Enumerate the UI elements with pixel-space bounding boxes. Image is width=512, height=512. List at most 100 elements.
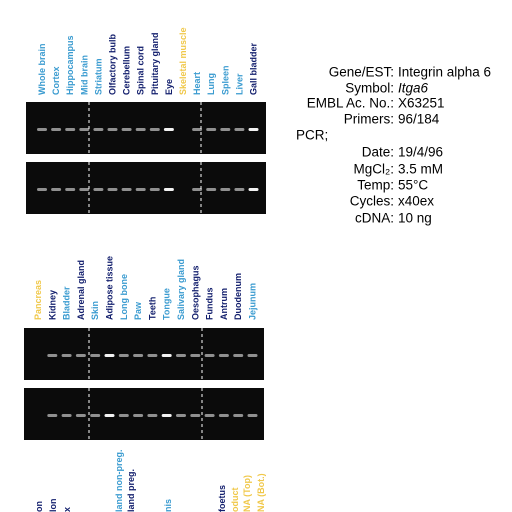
- lane-label: Oesophagus: [190, 265, 200, 320]
- band: [234, 188, 245, 191]
- band: [37, 188, 47, 191]
- lane-label: NA (Top): [242, 475, 252, 512]
- gel: [24, 388, 264, 440]
- lane-label: Pituitary gland: [150, 32, 160, 95]
- band: [247, 414, 258, 417]
- band: [220, 188, 231, 191]
- lane-label: Eye: [164, 79, 174, 95]
- info-label: EMBL Ac. No.:: [307, 96, 394, 111]
- lane-label: Mid brain: [79, 55, 89, 95]
- lane-label: Lung: [206, 73, 216, 95]
- info-label: Symbol:: [345, 81, 394, 96]
- band: [247, 354, 258, 357]
- lane-label: Tongue: [162, 288, 172, 320]
- lane-label: Cortex: [51, 66, 61, 95]
- band: [47, 414, 58, 417]
- lane-label: NA (Bot.): [256, 473, 266, 512]
- band: [51, 188, 62, 191]
- info-label: Cycles:: [350, 194, 394, 209]
- band: [65, 128, 76, 131]
- band: [135, 188, 146, 191]
- lane-label: Salivary gland: [176, 259, 186, 320]
- band: [79, 188, 90, 191]
- gel: [26, 102, 266, 154]
- band: [206, 188, 217, 191]
- info-value: x40ex: [398, 194, 434, 209]
- lane-label: Skin: [90, 301, 100, 320]
- band: [204, 354, 215, 357]
- info-label: Date:: [362, 145, 394, 160]
- lane-label: Paw: [133, 301, 143, 320]
- info-value: 10 ng: [398, 211, 432, 226]
- band: [163, 128, 174, 131]
- lane-label: on: [34, 501, 44, 512]
- band: [234, 128, 245, 131]
- lane-label: Adrenal gland: [76, 260, 86, 320]
- lane-label: Bladder: [62, 286, 72, 320]
- band: [190, 354, 201, 357]
- band: [163, 188, 174, 191]
- band: [104, 354, 115, 357]
- band: [176, 414, 186, 417]
- lane-label: lon: [48, 499, 58, 512]
- band: [248, 128, 259, 131]
- lane-label: Jejunum: [248, 283, 258, 320]
- lane-label: Whole brain: [37, 44, 47, 96]
- lane-label: Heart: [192, 72, 202, 95]
- band: [161, 414, 172, 417]
- band: [118, 354, 129, 357]
- lane-label: foetus: [217, 485, 227, 512]
- lane-label: Duodenum: [233, 273, 243, 320]
- band: [75, 354, 86, 357]
- info-value: 96/184: [398, 112, 440, 127]
- band: [93, 188, 104, 191]
- band: [149, 188, 160, 191]
- lane-label: Liver: [234, 73, 244, 95]
- info-value: 3.5 mM: [398, 162, 443, 177]
- band: [192, 188, 203, 191]
- band: [79, 128, 90, 131]
- lane-label: Kidney: [47, 290, 57, 320]
- band: [37, 128, 47, 131]
- band: [90, 414, 101, 417]
- band: [135, 128, 146, 131]
- band: [192, 128, 203, 131]
- info-label: Primers:: [344, 112, 394, 127]
- lane-label: Cerebellum: [122, 46, 132, 95]
- band: [147, 414, 158, 417]
- lane-label: x: [62, 507, 72, 512]
- info-label: cDNA:: [355, 211, 394, 226]
- info-value: X63251: [398, 96, 445, 111]
- band: [65, 188, 76, 191]
- band: [218, 414, 229, 417]
- info-value: 19/4/96: [398, 145, 443, 160]
- band: [121, 188, 132, 191]
- gel: [24, 328, 264, 380]
- band: [149, 128, 160, 131]
- info-label: Temp:: [357, 178, 394, 193]
- band: [47, 354, 58, 357]
- info-heading: PCR;: [296, 128, 328, 143]
- info-label: MgCl₂:: [354, 162, 395, 177]
- band: [133, 414, 144, 417]
- lane-label: Olfactory bulb: [108, 33, 118, 95]
- band: [93, 128, 104, 131]
- lane-label: Teeth: [147, 297, 157, 320]
- band: [118, 414, 129, 417]
- lane-label: Skeletal muscle: [178, 27, 188, 95]
- info-value: 55°C: [398, 178, 428, 193]
- lane-label: Spleen: [220, 65, 230, 95]
- band: [121, 128, 132, 131]
- band: [90, 354, 101, 357]
- band: [75, 414, 86, 417]
- band: [218, 354, 229, 357]
- lane-label: Fundus: [205, 288, 215, 321]
- lane-label: land non-preg.: [114, 450, 124, 512]
- band: [107, 188, 118, 191]
- band: [220, 128, 231, 131]
- lane-label: Pancreas: [33, 280, 43, 320]
- info-label: Gene/EST:: [329, 65, 394, 80]
- band: [233, 414, 244, 417]
- info-value: Integrin alpha 6: [398, 65, 491, 80]
